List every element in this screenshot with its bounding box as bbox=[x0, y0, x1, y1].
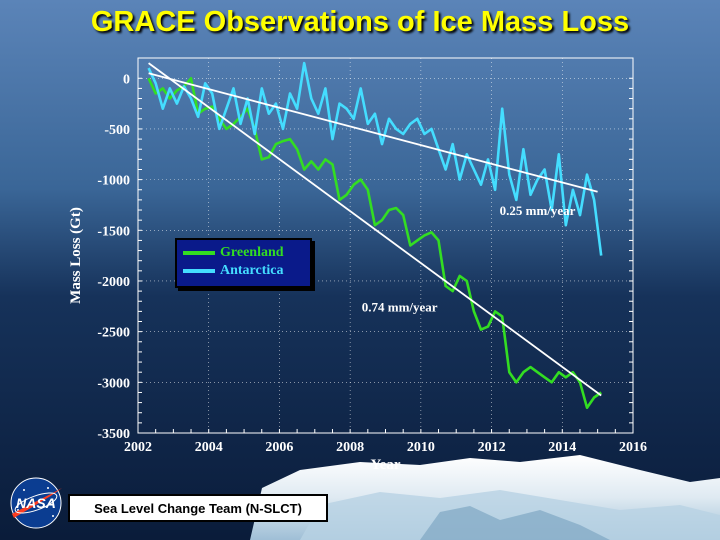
legend-label-antarctica: Antarctica bbox=[220, 263, 284, 278]
trend-rate-label-0: 0.25 mm/year bbox=[500, 203, 576, 218]
x-tick-label: 2010 bbox=[407, 440, 435, 455]
legend-label-greenland: Greenland bbox=[220, 245, 284, 260]
y-tick-label: -2000 bbox=[97, 275, 130, 290]
legend-entry-greenland: Greenland bbox=[183, 244, 284, 262]
series-line-greenland bbox=[147, 77, 602, 410]
legend-swatch-greenland bbox=[183, 251, 215, 255]
nasa-logo-text: NASA bbox=[16, 495, 56, 511]
team-credit-box: Sea Level Change Team (N-SLCT) bbox=[68, 494, 328, 522]
y-axis-title: Mass Loss (Gt) bbox=[68, 207, 84, 304]
x-tick-label: 2008 bbox=[336, 440, 364, 455]
x-tick-label: 2012 bbox=[478, 440, 506, 455]
trend-rate-label-1: 0.74 mm/year bbox=[362, 299, 438, 314]
x-tick-label: 2004 bbox=[195, 440, 223, 455]
page-title: GRACE Observations of Ice Mass Loss bbox=[90, 6, 630, 38]
y-tick-label: -1000 bbox=[97, 174, 130, 189]
series-line-antarctica bbox=[147, 61, 603, 256]
legend-swatch-antarctica bbox=[183, 269, 215, 273]
chart-legend: Greenland Antarctica bbox=[175, 238, 312, 288]
y-tick-label: -1500 bbox=[97, 224, 130, 239]
y-tick-label: -2500 bbox=[97, 326, 130, 341]
nasa-logo: NASA bbox=[10, 477, 62, 529]
y-tick-label: 0 bbox=[123, 72, 130, 87]
trend-line-2 bbox=[148, 62, 602, 397]
y-tick-label: -3500 bbox=[97, 427, 130, 442]
x-tick-label: 2002 bbox=[124, 440, 152, 455]
x-tick-label: 2006 bbox=[265, 440, 293, 455]
y-tick-label: -3000 bbox=[97, 376, 130, 391]
legend-entry-antarctica: Antarctica bbox=[183, 262, 284, 280]
trend-line-3 bbox=[148, 72, 598, 193]
x-tick-label: 2014 bbox=[548, 440, 576, 455]
y-tick-label: -500 bbox=[104, 123, 130, 138]
x-axis-title: Year bbox=[371, 457, 401, 473]
x-tick-label: 2016 bbox=[619, 440, 647, 455]
